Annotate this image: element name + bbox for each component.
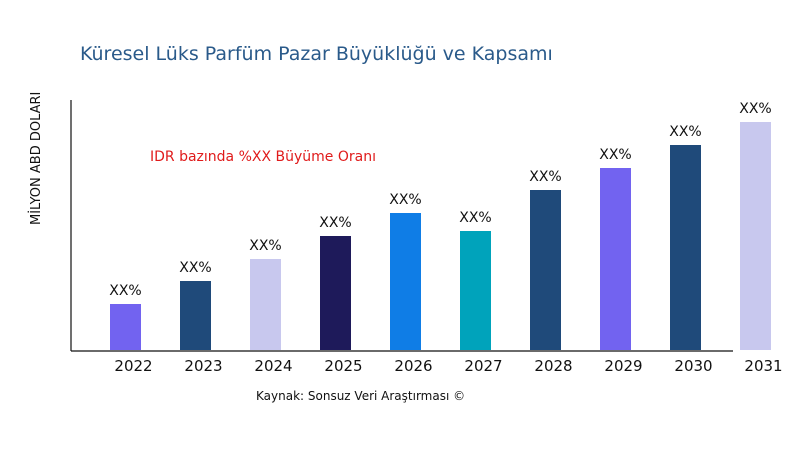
growth-annotation: IDR bazında %XX Büyüme Oranı [150, 149, 376, 165]
data-label-2028: XX% [529, 169, 561, 185]
data-label-2025: XX% [319, 215, 351, 231]
bar-2026 [390, 213, 421, 350]
bar-2030 [670, 145, 701, 350]
x-tick-2023: 2023 [184, 357, 222, 375]
x-tick-2025: 2025 [324, 357, 362, 375]
data-label-2022: XX% [109, 283, 141, 299]
bar-2029 [600, 168, 631, 350]
x-tick-2027: 2027 [464, 357, 502, 375]
x-tick-2030: 2030 [674, 357, 712, 375]
bar-2023 [180, 281, 211, 350]
bar-2027 [460, 231, 491, 350]
x-tick-2024: 2024 [254, 357, 292, 375]
x-tick-2029: 2029 [604, 357, 642, 375]
bar-2024 [250, 259, 281, 350]
y-axis-label: MİLYON ABD DOLARI [28, 92, 44, 225]
bar-2025 [320, 236, 351, 350]
bar-2028 [530, 190, 561, 350]
data-label-2031: XX% [739, 101, 771, 117]
data-label-2027: XX% [459, 210, 491, 226]
data-label-2024: XX% [249, 238, 281, 254]
x-tick-2028: 2028 [534, 357, 572, 375]
data-label-2023: XX% [179, 260, 211, 276]
data-label-2026: XX% [389, 192, 421, 208]
source-note: Kaynak: Sonsuz Veri Araştırması © [256, 389, 465, 403]
data-label-2030: XX% [669, 124, 701, 140]
chart-title: Küresel Lüks Parfüm Pazar Büyüklüğü ve K… [80, 43, 553, 65]
data-label-2029: XX% [599, 147, 631, 163]
x-tick-2022: 2022 [114, 357, 152, 375]
bar-2022 [110, 304, 141, 350]
x-tick-2026: 2026 [394, 357, 432, 375]
x-tick-2031: 2031 [744, 357, 782, 375]
bar-2031 [740, 122, 771, 350]
